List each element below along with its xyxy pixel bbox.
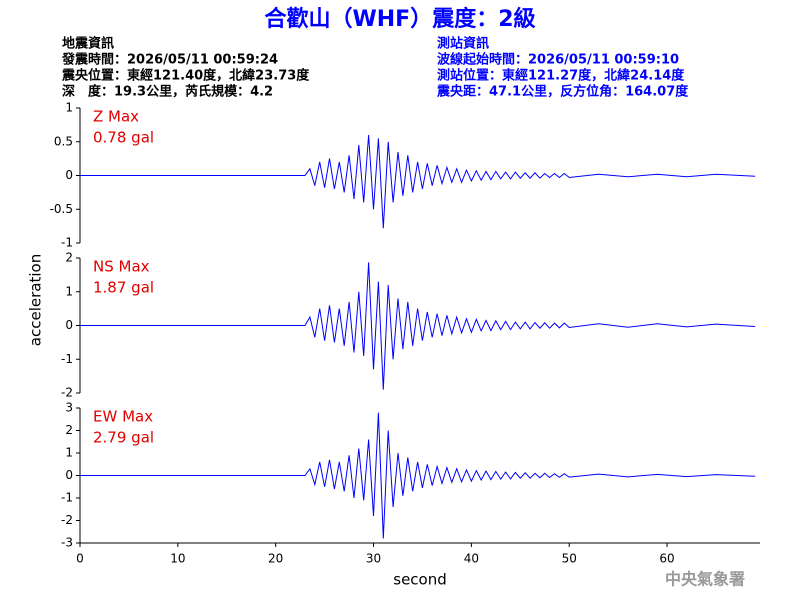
y-tick-label: 0: [65, 318, 73, 332]
waveform: [80, 134, 756, 229]
y-tick-label: -3: [61, 536, 73, 550]
x-tick-label: 40: [464, 552, 479, 566]
waveform: [80, 412, 756, 539]
x-tick-label: 30: [366, 552, 381, 566]
x-tick-label: 20: [268, 552, 283, 566]
y-tick-label: -1: [61, 236, 73, 250]
y-tick-label: 0: [65, 168, 73, 182]
y-tick-label: 1: [65, 101, 73, 115]
y-tick-label: 0.5: [54, 134, 73, 148]
annotation: 2.79 gal: [93, 429, 154, 447]
quake-info: 震央位置：東經121.40度，北緯23.73度: [61, 68, 310, 84]
annotation: EW Max: [93, 408, 153, 426]
y-tick-label: 2: [65, 251, 73, 265]
quake-info: 深 度：19.3公里，芮氏規模：4.2: [62, 84, 273, 100]
quake-info: 地震資訊: [62, 36, 114, 52]
station-info: 測站位置：東經121.27度，北緯24.14度: [437, 68, 685, 84]
y-tick-label: -2: [61, 513, 73, 527]
station-info: 波線起始時間：2026/05/11 00:59:10: [437, 52, 679, 68]
y-tick-label: 2: [65, 423, 73, 437]
station-info: 震央距：47.1公里，反方位角：164.07度: [436, 84, 689, 100]
annotation: 1.87 gal: [93, 279, 154, 297]
y-tick-label: -0.5: [50, 202, 73, 216]
y-axis-label: acceleration: [27, 254, 45, 346]
annotation: Z Max: [93, 108, 139, 126]
x-tick-label: 50: [562, 552, 577, 566]
y-tick-label: 1: [65, 284, 73, 298]
waveform: [80, 262, 756, 390]
y-tick-label: 3: [65, 401, 73, 415]
x-tick-label: 10: [170, 552, 185, 566]
y-tick-label: -2: [61, 386, 73, 400]
title: 合歡山（WHF）震度：2級: [264, 6, 535, 32]
annotation: 0.78 gal: [93, 129, 154, 147]
y-tick-label: -1: [61, 491, 73, 505]
x-tick-label: 60: [659, 552, 674, 566]
x-tick-label: 0: [76, 552, 84, 566]
y-tick-label: 1: [65, 446, 73, 460]
x-axis-label: second: [393, 571, 447, 589]
y-tick-label: 0: [65, 468, 73, 482]
annotation: NS Max: [93, 258, 150, 276]
station-info: 測站資訊: [437, 36, 489, 52]
quake-info: 發震時間：2026/05/11 00:59:24: [61, 52, 278, 68]
y-tick-label: -1: [61, 352, 73, 366]
footer: 中央氣象署: [665, 570, 745, 589]
